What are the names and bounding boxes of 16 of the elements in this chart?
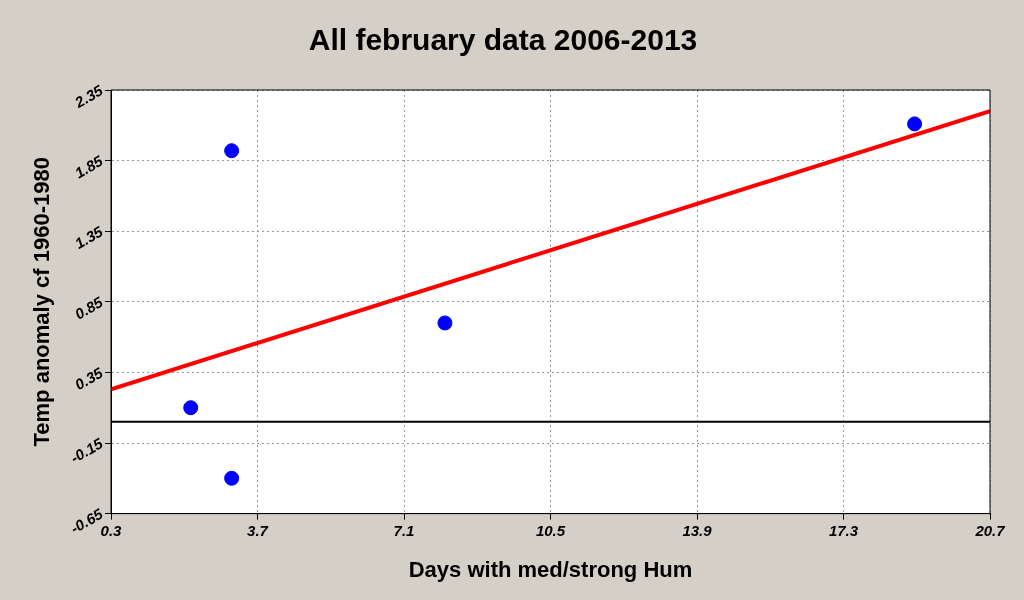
y-tick-label: 1.35 bbox=[71, 222, 107, 252]
chart-title: All february data 2006-2013 bbox=[308, 23, 698, 57]
y-tick-label: 1.85 bbox=[71, 151, 107, 182]
y-tick-label: 0.85 bbox=[71, 292, 107, 323]
x-tick-label: 7.1 bbox=[393, 521, 415, 539]
x-axis-title: Days with med/strong Hum bbox=[408, 556, 693, 582]
y-tick-label: 0.35 bbox=[71, 363, 107, 394]
x-tick-label: 13.9 bbox=[682, 521, 713, 539]
y-tick-label: 2.35 bbox=[70, 81, 107, 112]
x-tick-label: 0.3 bbox=[100, 521, 123, 539]
x-tick-label: 17.3 bbox=[828, 521, 859, 539]
y-tick-label: -0.15 bbox=[67, 434, 107, 467]
x-tick-label: 10.5 bbox=[535, 521, 566, 539]
y-axis-title: Temp anomaly cf 1960-1980 bbox=[29, 157, 55, 447]
x-tick-label: 3.7 bbox=[247, 521, 269, 539]
x-tick-label: 20.7 bbox=[974, 521, 1006, 539]
